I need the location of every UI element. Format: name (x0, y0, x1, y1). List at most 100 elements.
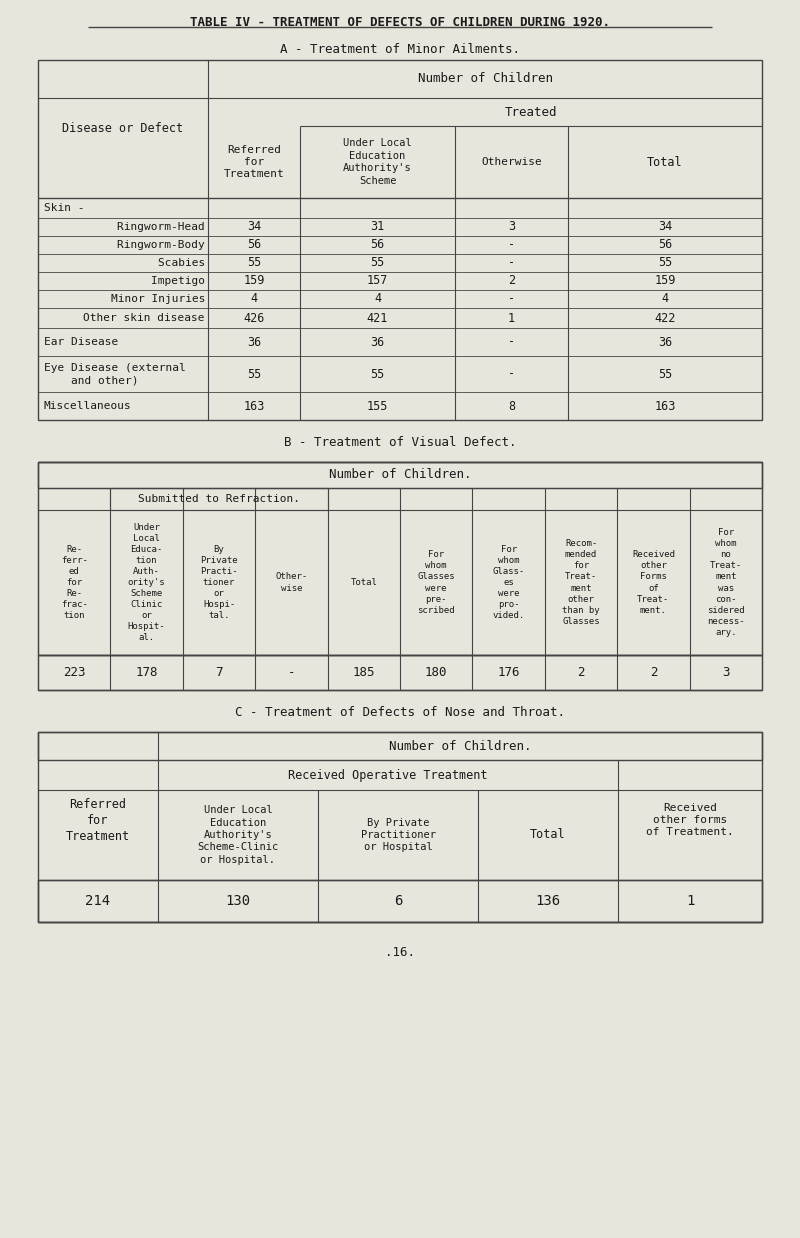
Text: 55: 55 (247, 256, 261, 270)
Text: 31: 31 (370, 220, 385, 234)
Text: Scabies: Scabies (130, 258, 205, 267)
Text: For
whom
no
Treat-
ment
was
con-
sidered
necess-
ary.: For whom no Treat- ment was con- sidered… (707, 529, 745, 636)
Text: Recom-
mended
for
Treat-
ment
other
than by
Glasses: Recom- mended for Treat- ment other than… (562, 540, 600, 626)
Text: Impetigo: Impetigo (124, 276, 205, 286)
Bar (38, 59, 762, 420)
Text: Under Local
Education
Authority's
Scheme: Under Local Education Authority's Scheme (343, 139, 412, 186)
Text: Total: Total (350, 578, 378, 587)
Bar (38, 732, 762, 922)
Text: .16.: .16. (385, 946, 415, 958)
Text: 36: 36 (658, 335, 672, 349)
Text: Number of Children.: Number of Children. (389, 739, 531, 753)
Text: Other-
wise: Other- wise (275, 572, 307, 593)
Text: Under
Local
Educa-
tion
Auth-
ority's
Scheme
Clinic
or
Hospit-
al.: Under Local Educa- tion Auth- ority's Sc… (128, 522, 166, 643)
Text: -: - (508, 292, 515, 306)
Text: 421: 421 (367, 312, 388, 324)
Text: Ringworm-Head: Ringworm-Head (90, 222, 205, 232)
Text: Total: Total (530, 828, 566, 842)
Text: Received
other forms
of Treatment.: Received other forms of Treatment. (646, 802, 734, 837)
Text: Re-
ferr-
ed
for
Re-
frac-
tion: Re- ferr- ed for Re- frac- tion (61, 545, 88, 620)
Text: 136: 136 (535, 894, 561, 907)
Text: 214: 214 (86, 894, 110, 907)
Text: 6: 6 (394, 894, 402, 907)
Text: Number of Children: Number of Children (418, 73, 553, 85)
Text: 159: 159 (243, 275, 265, 287)
Text: 36: 36 (247, 335, 261, 349)
Text: 185: 185 (353, 666, 375, 678)
Text: TABLE IV - TREATMENT OF DEFECTS OF CHILDREN DURING 1920.: TABLE IV - TREATMENT OF DEFECTS OF CHILD… (190, 16, 610, 28)
Text: 2: 2 (578, 666, 585, 678)
Bar (38, 462, 762, 655)
Text: -: - (288, 666, 295, 678)
Text: For
whom
Glass-
es
were
pro-
vided.: For whom Glass- es were pro- vided. (493, 545, 525, 620)
Bar (38, 732, 762, 760)
Bar (110, 488, 328, 510)
Text: 223: 223 (63, 666, 86, 678)
Text: 3: 3 (508, 220, 515, 234)
Text: Total: Total (647, 156, 683, 168)
Text: 422: 422 (654, 312, 676, 324)
Text: Received
other
Forms
of
Treat-
ment.: Received other Forms of Treat- ment. (632, 550, 675, 615)
Text: -: - (508, 335, 515, 349)
Text: 3: 3 (722, 666, 730, 678)
Text: 426: 426 (243, 312, 265, 324)
Text: 55: 55 (658, 368, 672, 380)
Text: Under Local
Education
Authority's
Scheme-Clinic
or Hospital.: Under Local Education Authority's Scheme… (198, 805, 278, 865)
Text: 55: 55 (370, 256, 385, 270)
Text: 56: 56 (658, 239, 672, 251)
Text: 155: 155 (367, 400, 388, 412)
Text: Received Operative Treatment: Received Operative Treatment (288, 769, 488, 781)
Bar (38, 655, 762, 690)
Text: Other skin disease: Other skin disease (57, 313, 205, 323)
Text: Number of Children.: Number of Children. (329, 468, 471, 482)
Text: 2: 2 (508, 275, 515, 287)
Text: 36: 36 (370, 335, 385, 349)
Text: Miscellaneous: Miscellaneous (44, 401, 132, 411)
Text: 34: 34 (247, 220, 261, 234)
Text: Minor Injuries: Minor Injuries (83, 293, 205, 305)
Text: Ear Disease: Ear Disease (44, 337, 118, 347)
Text: 159: 159 (654, 275, 676, 287)
Text: 163: 163 (654, 400, 676, 412)
Text: 1: 1 (686, 894, 694, 907)
Bar (38, 880, 762, 922)
Text: Disease or Defect: Disease or Defect (62, 123, 183, 135)
Text: 55: 55 (370, 368, 385, 380)
Text: 2: 2 (650, 666, 657, 678)
Text: Skin -: Skin - (44, 203, 85, 213)
Text: Referred
for
Treatment: Referred for Treatment (66, 797, 130, 843)
Text: 176: 176 (498, 666, 520, 678)
Text: 56: 56 (370, 239, 385, 251)
Text: Treated: Treated (505, 105, 558, 119)
Text: 4: 4 (374, 292, 381, 306)
Bar (38, 462, 762, 488)
Text: 7: 7 (215, 666, 222, 678)
Text: -: - (508, 368, 515, 380)
Text: Eye Disease (external
    and other): Eye Disease (external and other) (44, 363, 186, 385)
Text: 178: 178 (135, 666, 158, 678)
Text: 180: 180 (425, 666, 447, 678)
Text: 8: 8 (508, 400, 515, 412)
Text: By Private
Practitioner
or Hospital: By Private Practitioner or Hospital (361, 817, 435, 853)
Text: -: - (508, 256, 515, 270)
Text: 4: 4 (250, 292, 258, 306)
Text: For
whom
Glasses
were
pre-
scribed: For whom Glasses were pre- scribed (418, 550, 455, 615)
Text: Submitted to Refraction.: Submitted to Refraction. (138, 494, 300, 504)
Text: 157: 157 (367, 275, 388, 287)
Text: 163: 163 (243, 400, 265, 412)
Text: C - Treatment of Defects of Nose and Throat.: C - Treatment of Defects of Nose and Thr… (235, 706, 565, 718)
Text: -: - (508, 239, 515, 251)
Text: Referred
for
Treatment: Referred for Treatment (224, 145, 284, 180)
Text: 1: 1 (508, 312, 515, 324)
Text: Otherwise: Otherwise (481, 157, 542, 167)
Text: Ringworm-Body: Ringworm-Body (90, 240, 205, 250)
Text: 55: 55 (247, 368, 261, 380)
Text: 130: 130 (226, 894, 250, 907)
Text: A - Treatment of Minor Ailments.: A - Treatment of Minor Ailments. (280, 43, 520, 56)
Text: By
Private
Practi-
tioner
or
Hospi-
tal.: By Private Practi- tioner or Hospi- tal. (200, 545, 238, 620)
Text: 4: 4 (662, 292, 669, 306)
Text: 55: 55 (658, 256, 672, 270)
Text: 34: 34 (658, 220, 672, 234)
Text: 56: 56 (247, 239, 261, 251)
Text: B - Treatment of Visual Defect.: B - Treatment of Visual Defect. (284, 436, 516, 448)
